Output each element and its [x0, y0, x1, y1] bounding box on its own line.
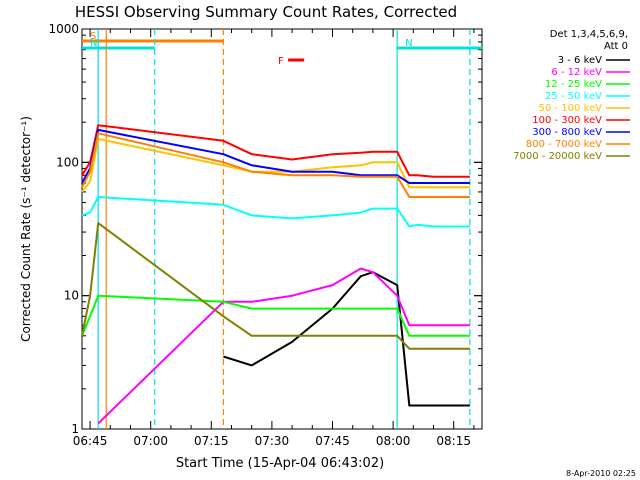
x-tick-label: 08:00 — [376, 434, 411, 448]
x-tick-label: 06:45 — [73, 434, 108, 448]
legend-entry: 800 - 7000 keV — [526, 139, 602, 150]
legend-entry: 7000 - 20000 keV — [513, 151, 602, 162]
series-line — [97, 267, 470, 425]
x-tick-label: 07:45 — [315, 434, 350, 448]
flag-label: N — [405, 38, 412, 49]
legend-entry: 3 - 6 keV — [558, 55, 602, 66]
series-line — [223, 271, 470, 407]
series-line — [81, 222, 470, 350]
chart-title: HESSI Observing Summary Count Rates, Cor… — [75, 3, 457, 21]
y-axis-label: Corrected Count Rate (s⁻¹ detector⁻¹) — [19, 116, 33, 342]
flag-label: F — [278, 56, 284, 67]
timestamp: 8-Apr-2010 02:25 — [566, 469, 636, 478]
legend-title: Att 0 — [604, 41, 628, 52]
series-line — [81, 128, 470, 184]
x-tick-label: 07:00 — [133, 434, 168, 448]
y-tick-label: 1000 — [48, 22, 79, 36]
y-tick-labels: 1 10 100 1000 — [48, 22, 79, 436]
axis-ticks — [82, 28, 482, 430]
legend-entry: 50 - 100 keV — [539, 103, 603, 114]
observing-flags: SN NF — [82, 31, 482, 67]
series-line — [81, 132, 470, 198]
series-line — [81, 137, 470, 193]
series-lines — [81, 124, 470, 425]
legend-entry: 100 - 300 keV — [532, 115, 602, 126]
flag-boundaries — [97, 29, 471, 429]
y-tick-label: 100 — [56, 155, 79, 169]
legend-title: Det 1,3,4,5,6,9, — [550, 29, 628, 40]
legend-entry: 12 - 25 keV — [545, 79, 602, 90]
y-tick-label: 10 — [64, 289, 79, 303]
legend-entry: 300 - 800 keV — [532, 127, 602, 138]
series-line — [81, 124, 470, 178]
x-tick-label: 07:30 — [255, 434, 290, 448]
x-tick-label: 07:15 — [194, 434, 229, 448]
plot-frame — [81, 28, 483, 430]
series-line — [81, 294, 470, 337]
legend-entry: 25 - 50 keV — [545, 91, 602, 102]
x-axis-label: Start Time (15-Apr-04 06:43:02) — [176, 456, 384, 471]
y-tick-label: 1 — [71, 422, 79, 436]
legend-entry: 6 - 12 keV — [551, 67, 602, 78]
x-tick-label: 08:15 — [436, 434, 471, 448]
flag-label: S — [90, 31, 96, 42]
x-tick-labels: 06:45 07:00 07:15 07:30 07:45 08:00 08:15 — [73, 434, 471, 448]
flag-label: N — [90, 38, 97, 49]
series-line — [81, 196, 470, 228]
